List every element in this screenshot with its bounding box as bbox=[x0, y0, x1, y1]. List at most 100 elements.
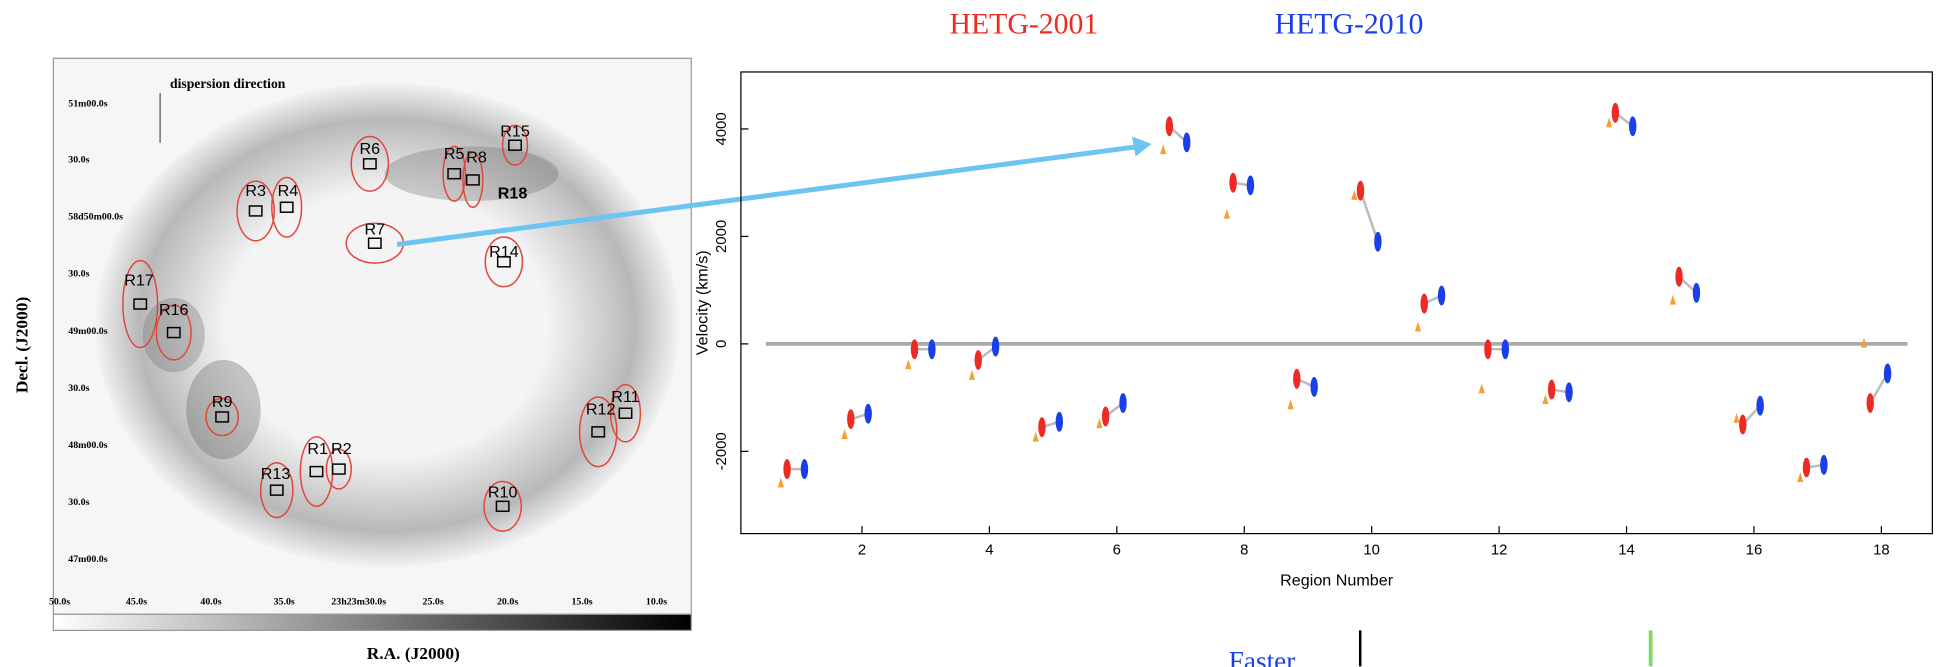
region-ellipse bbox=[236, 180, 276, 242]
point bbox=[1356, 180, 1365, 201]
region-label: R16 bbox=[159, 301, 189, 319]
region-label: R8 bbox=[466, 149, 487, 167]
connector bbox=[1359, 190, 1380, 243]
ra-tick-label: 50.0s bbox=[49, 596, 70, 607]
point bbox=[1437, 285, 1446, 306]
region-ellipse bbox=[442, 145, 467, 202]
region-ellipse bbox=[122, 259, 159, 349]
arrow-head bbox=[1131, 136, 1152, 157]
point bbox=[1802, 457, 1811, 478]
region-label: R14 bbox=[489, 243, 519, 261]
point bbox=[1629, 116, 1637, 137]
point bbox=[1606, 117, 1613, 128]
ra-tick-label: 25.0s bbox=[423, 596, 444, 607]
x-tick-label: 14 bbox=[1618, 543, 1635, 559]
region-box bbox=[496, 256, 511, 268]
region-box bbox=[248, 205, 263, 217]
region-box bbox=[309, 465, 324, 478]
ra-tick-label: 10.0s bbox=[646, 596, 667, 607]
point bbox=[1414, 321, 1422, 332]
region-label: R5 bbox=[444, 145, 465, 163]
point bbox=[1866, 393, 1874, 413]
point bbox=[1820, 454, 1828, 475]
region-box bbox=[269, 484, 284, 496]
region-ellipse bbox=[271, 176, 303, 238]
region-box bbox=[618, 407, 633, 419]
region-box bbox=[367, 237, 382, 249]
ra-tick-label: 15.0s bbox=[571, 596, 592, 607]
ra-tick-label: 40.0s bbox=[200, 596, 221, 607]
x-tick-label: 2 bbox=[858, 543, 866, 559]
caption: dispersion direction bbox=[170, 76, 286, 91]
point bbox=[1223, 208, 1230, 219]
y-tick-label: -2000 bbox=[714, 432, 730, 470]
dec-tick-label: 30.0s bbox=[68, 497, 89, 508]
point bbox=[1101, 406, 1110, 427]
point bbox=[1797, 472, 1804, 482]
point bbox=[777, 477, 784, 488]
region-label: R9 bbox=[212, 393, 233, 411]
point bbox=[974, 350, 982, 370]
point bbox=[1547, 379, 1556, 400]
dec-tick-label: 30.0s bbox=[68, 155, 89, 166]
bright-patch bbox=[186, 359, 261, 460]
point bbox=[1119, 393, 1127, 413]
dec-tick-label: 51m00.0s bbox=[68, 99, 107, 110]
footer-text: Faster bbox=[1229, 646, 1296, 667]
point bbox=[1669, 294, 1676, 305]
point bbox=[991, 336, 1000, 357]
point bbox=[1420, 293, 1428, 314]
point bbox=[1883, 363, 1892, 384]
dec-tick-label: 47m00.0s bbox=[68, 554, 107, 565]
region-label: R10 bbox=[488, 484, 518, 502]
x-tick-label: 18 bbox=[1873, 543, 1890, 559]
region-ellipse bbox=[483, 480, 522, 532]
region-box bbox=[166, 326, 181, 339]
x-tick-label: 12 bbox=[1491, 543, 1508, 559]
region-box bbox=[215, 411, 230, 423]
region-ellipse bbox=[325, 448, 352, 490]
region-ellipse bbox=[462, 151, 484, 208]
region-label: R15 bbox=[500, 123, 530, 141]
x-tick-label: 10 bbox=[1363, 543, 1380, 559]
dec-tick-label: 30.0s bbox=[68, 383, 89, 394]
point bbox=[1351, 189, 1358, 200]
region-ellipse bbox=[350, 135, 390, 192]
point bbox=[928, 339, 936, 360]
bright-patch bbox=[142, 297, 205, 373]
y-label: Decl. (J2000) bbox=[12, 297, 31, 394]
region-label: R1 bbox=[307, 440, 328, 458]
x-tick-label: 16 bbox=[1746, 543, 1763, 559]
region-box bbox=[279, 201, 294, 213]
region-ellipse bbox=[205, 397, 240, 437]
y-tick-label: 4000 bbox=[714, 112, 730, 145]
dec-tick-label: 58d50m00.0s bbox=[68, 212, 123, 223]
region-box bbox=[508, 139, 522, 151]
legend-entry: HETG-2010 bbox=[1275, 8, 1424, 41]
x-tick-label: 4 bbox=[985, 543, 993, 559]
region-label: R17 bbox=[124, 271, 154, 289]
point bbox=[1293, 368, 1301, 389]
point bbox=[1484, 339, 1492, 360]
point bbox=[1542, 394, 1549, 405]
region-label: R4 bbox=[278, 182, 299, 200]
region-label: R7 bbox=[364, 221, 385, 239]
point bbox=[783, 459, 791, 480]
remnant-shell bbox=[95, 83, 679, 568]
point bbox=[1096, 418, 1103, 429]
dec-tick-label: 49m00.0s bbox=[68, 326, 107, 337]
x-label: R.A. (J2000) bbox=[367, 644, 460, 663]
point bbox=[1692, 282, 1701, 303]
point bbox=[968, 369, 976, 380]
x-tick-label: 8 bbox=[1240, 543, 1248, 559]
ra-tick-label: 20.0s bbox=[497, 596, 518, 607]
point bbox=[1501, 339, 1510, 360]
point bbox=[1733, 412, 1740, 423]
point bbox=[1374, 231, 1382, 252]
region-ellipse bbox=[155, 304, 192, 361]
point bbox=[841, 429, 848, 439]
region-ellipse bbox=[578, 396, 618, 468]
point bbox=[1611, 102, 1620, 123]
region-box bbox=[495, 500, 510, 513]
